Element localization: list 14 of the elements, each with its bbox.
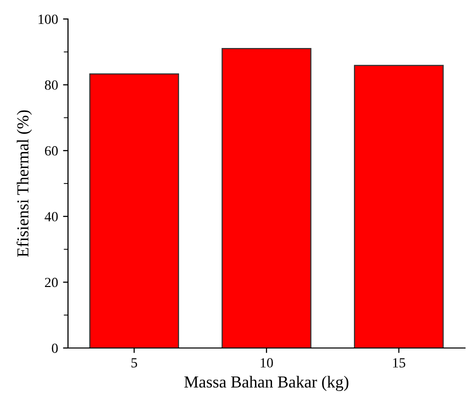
x-tick-label: 5 — [132, 358, 138, 368]
y-tick-label: 40 — [44, 212, 58, 222]
y-axis-title: Efisiensi Thermal (%) — [16, 110, 32, 257]
bar — [354, 64, 444, 348]
x-tick-label: 10 — [260, 358, 273, 368]
y-tick-label: 100 — [38, 14, 58, 24]
y-tick-label: 60 — [44, 146, 58, 156]
x-axis-title: Massa Bahan Bakar (kg) — [184, 376, 348, 392]
bar — [89, 73, 180, 348]
bar — [222, 48, 312, 348]
y-tick-label: 20 — [45, 278, 58, 288]
x-tick-label: 15 — [393, 358, 406, 368]
y-tick-label: 80 — [44, 80, 58, 90]
y-tick-label: 0 — [52, 344, 58, 353]
